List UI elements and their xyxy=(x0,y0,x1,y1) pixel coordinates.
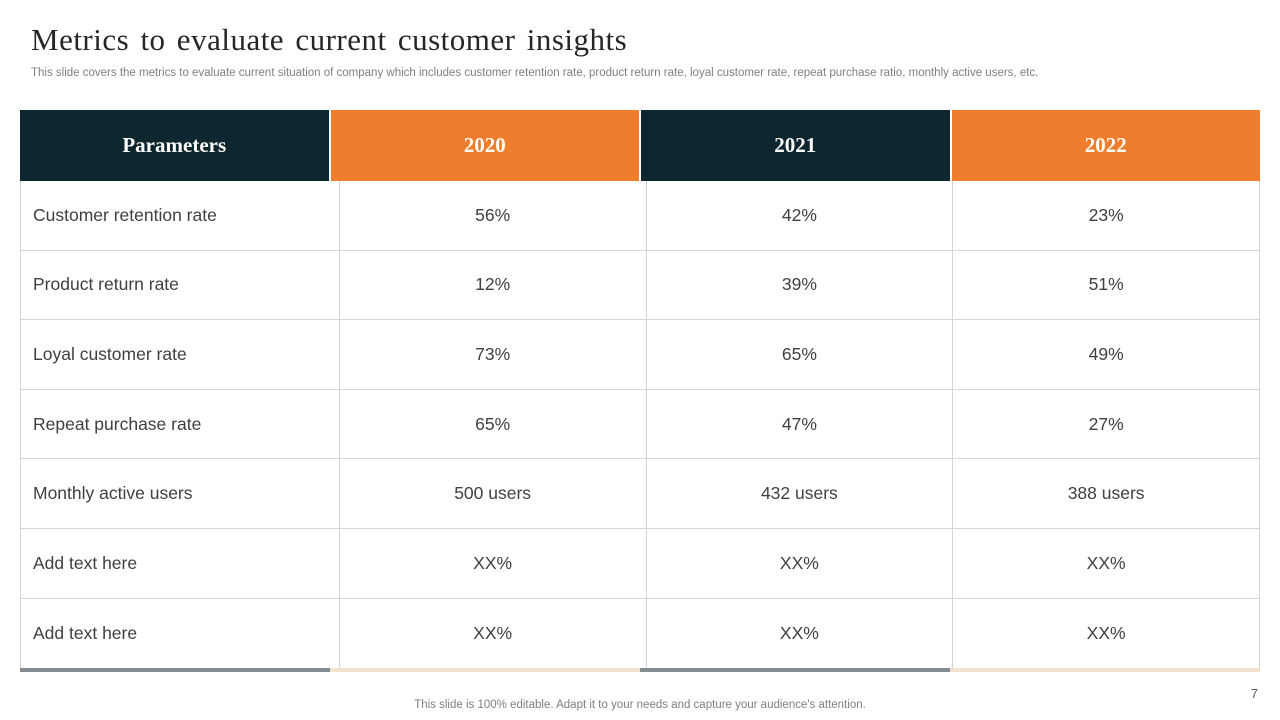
table-row-repeat-purchase-rate: Repeat purchase rate 65% 47% 27% xyxy=(21,389,1259,460)
value-2020: 12% xyxy=(340,250,647,320)
table-bottom-border-segment xyxy=(950,668,1260,673)
table-row-loyal-customer-rate: Loyal customer rate 73% 65% 49% xyxy=(21,320,1259,390)
value-2022: 27% xyxy=(1088,413,1124,434)
slide-description: This slide covers the metrics to evaluat… xyxy=(31,67,1039,79)
value-2021: XX% xyxy=(647,528,954,598)
table-row-placeholder-2: Add text here XX% XX% XX% xyxy=(21,598,1259,669)
header-cell-2021: 2021 xyxy=(641,110,952,181)
table-bottom-border-segment xyxy=(640,668,950,673)
page-title: Metrics to evaluate current customer ins… xyxy=(31,22,628,57)
table-row-placeholder-1: Add text here XX% XX% XX% xyxy=(21,528,1259,599)
parameter-label-placeholder: Add text here xyxy=(21,528,340,598)
table-header-row: Parameters 2020 2021 2022 xyxy=(20,110,1260,181)
value-2020: 73% xyxy=(340,320,647,389)
value-2022: XX% xyxy=(1086,552,1126,573)
parameter-label: Customer retention rate xyxy=(21,181,340,250)
value-2021: XX% xyxy=(647,598,954,669)
value-2022: 49% xyxy=(1088,343,1124,364)
value-2020: XX% xyxy=(340,598,647,669)
editable-note: This slide is 100% editable. Adapt it to… xyxy=(414,699,866,711)
value-2020: XX% xyxy=(340,528,647,598)
page-number: 7 xyxy=(1250,686,1258,701)
value-2020: 65% xyxy=(340,389,647,459)
header-cell-2020: 2020 xyxy=(330,110,641,181)
metrics-table: Parameters 2020 2021 2022 Customer reten… xyxy=(20,110,1260,673)
value-2021: 432 users xyxy=(647,459,954,528)
parameter-label-placeholder: Add text here xyxy=(21,598,340,669)
table-body: Customer retention rate 56% 42% 23% Prod… xyxy=(20,181,1260,669)
value-2021: 42% xyxy=(647,181,954,250)
value-2021: 39% xyxy=(647,250,954,320)
table-row-product-return-rate: Product return rate 12% 39% 51% xyxy=(21,250,1259,321)
value-2021: 65% xyxy=(647,320,954,389)
table-bottom-border-segment xyxy=(330,668,640,673)
value-2022: 51% xyxy=(1088,274,1124,295)
parameter-label: Monthly active users xyxy=(21,459,340,528)
table-row-monthly-active-users: Monthly active users 500 users 432 users… xyxy=(21,459,1259,529)
parameter-label: Repeat purchase rate xyxy=(21,389,340,459)
value-2020: 56% xyxy=(340,181,647,250)
table-row-customer-retention-rate: Customer retention rate 56% 42% 23% xyxy=(21,181,1259,251)
value-2021: 47% xyxy=(647,389,954,459)
header-cell-parameters: Parameters xyxy=(20,110,331,181)
parameter-label: Loyal customer rate xyxy=(21,320,340,389)
parameter-label: Product return rate xyxy=(21,250,340,320)
value-2022: XX% xyxy=(1086,622,1126,643)
table-bottom-border-segment xyxy=(20,668,330,673)
header-cell-2022: 2022 xyxy=(951,110,1260,181)
table-bottom-border xyxy=(20,668,1260,673)
value-2022: 23% xyxy=(1088,204,1124,225)
value-2020: 500 users xyxy=(340,459,647,528)
value-2022: 388 users xyxy=(1067,483,1145,504)
